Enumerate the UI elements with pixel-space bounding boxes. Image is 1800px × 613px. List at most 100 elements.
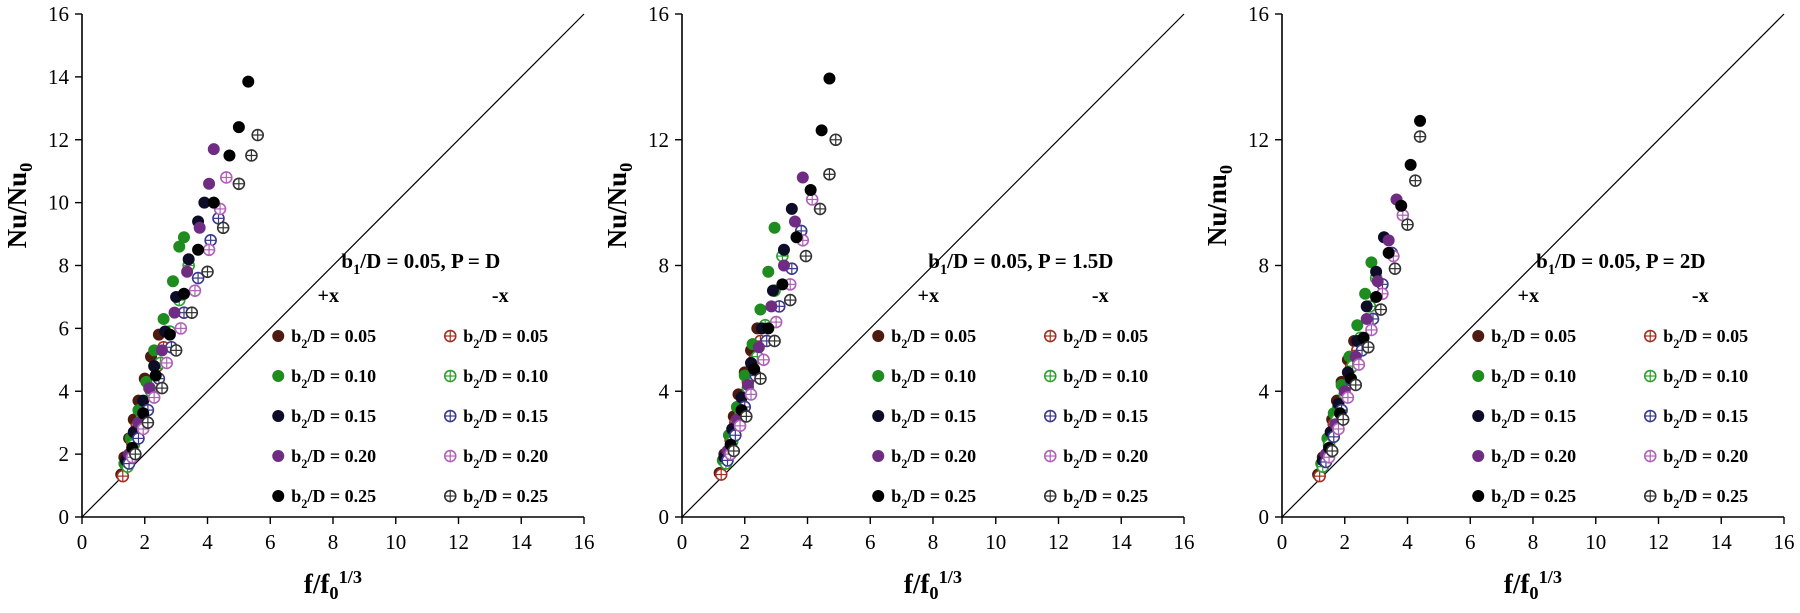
filled-marker xyxy=(192,243,205,256)
open-cross-marker xyxy=(1043,489,1057,503)
open-cross-marker xyxy=(443,409,457,423)
filled-marker xyxy=(157,312,170,325)
open-cross-marker xyxy=(1043,329,1057,343)
y-tick-label: 6 xyxy=(59,316,70,340)
x-tick-label: 16 xyxy=(1774,530,1795,554)
filled-marker xyxy=(752,341,765,354)
legend-label: b2​/D = 0.15 xyxy=(463,406,548,431)
open-cross-marker xyxy=(785,262,799,275)
filled-marker xyxy=(766,284,779,297)
filled-marker xyxy=(1370,290,1383,303)
y-tick-label: 8 xyxy=(59,254,70,278)
open-cross-marker xyxy=(185,306,199,319)
legend-label: b2​/D = 0.15 xyxy=(1663,406,1748,431)
open-cross-marker xyxy=(754,372,767,385)
filled-marker xyxy=(156,344,169,357)
legend-label: b2​/D = 0.25 xyxy=(891,486,976,511)
open-cross-marker xyxy=(169,344,183,357)
filled-marker xyxy=(232,121,245,134)
x-tick-label: 8 xyxy=(1528,530,1539,554)
open-cross-marker xyxy=(733,419,747,433)
filled-marker xyxy=(203,177,216,190)
filled-marker xyxy=(754,303,767,316)
open-cross-marker xyxy=(1336,413,1350,426)
y-tick-label: 4 xyxy=(59,379,70,403)
filled-marker xyxy=(181,265,194,278)
legend-label: b2​/D = 0.25 xyxy=(1063,486,1148,511)
y-tick-label: 12 xyxy=(48,128,69,152)
diagonal-reference-line xyxy=(681,13,1185,518)
x-axis-label: f/f0​1/3​ xyxy=(304,567,362,603)
filled-marker xyxy=(1351,319,1364,332)
filled-marker xyxy=(762,265,775,278)
x-tick-label: 12 xyxy=(1648,530,1669,554)
series--x-20.20 xyxy=(125,171,233,464)
chart-panel-2: 0 2 4 6 8 10 12 14 16 0 4 8 12 16 f/f0​1/3​ Nu/Nu0​ b1​/… xyxy=(600,0,1200,613)
filled-marker xyxy=(1472,330,1485,343)
series--x-20.25 xyxy=(129,128,265,461)
filled-marker xyxy=(149,369,162,382)
y-tick-label: 16 xyxy=(648,2,669,26)
x-tick-label: 6 xyxy=(865,530,876,554)
filled-marker xyxy=(1472,450,1485,463)
open-cross-marker xyxy=(443,489,457,503)
data-series xyxy=(115,75,265,483)
legend-column-minus-x: -x xyxy=(492,285,509,307)
filled-marker xyxy=(272,330,285,343)
open-cross-marker xyxy=(1365,323,1378,337)
x-tick-label: 0 xyxy=(1277,530,1288,554)
filled-marker xyxy=(1360,312,1373,325)
x-tick-label: 2 xyxy=(740,530,751,554)
filled-marker xyxy=(177,287,190,300)
tick-marks: 0 2 4 6 8 10 12 14 16 0 4 8 12 16 xyxy=(1248,2,1795,554)
x-tick-label: 2 xyxy=(1340,530,1351,554)
open-cross-marker xyxy=(201,265,214,279)
open-cross-marker xyxy=(155,381,169,395)
open-cross-marker xyxy=(1352,358,1366,371)
y-axis-label: Nu/nu0​ xyxy=(1202,165,1236,246)
legend-label: b2​/D = 0.10 xyxy=(463,366,548,391)
open-cross-marker xyxy=(141,416,155,429)
y-tick-label: 2 xyxy=(59,442,70,466)
scatter-plot-svg-1: 0 2 4 6 8 10 12 14 16 0 2 4 6 8 10 12 14 16 f/f0​1/3​ Nu/Nu… xyxy=(2,2,595,603)
y-tick-label: 14 xyxy=(48,65,70,89)
legend-label: b2​/D = 0.15 xyxy=(291,406,376,431)
legend-label: b2​/D = 0.10 xyxy=(1063,366,1148,391)
legend-label: b2​/D = 0.05 xyxy=(463,326,548,351)
open-cross-marker xyxy=(783,293,797,307)
scatter-plot-svg-2: 0 2 4 6 8 10 12 14 16 0 4 8 12 16 f/f0​1/3​ Nu/Nu0​ b1​/… xyxy=(602,2,1195,603)
filled-marker xyxy=(765,300,778,313)
filled-marker xyxy=(796,171,809,184)
filled-marker xyxy=(748,363,761,376)
x-tick-label: 14 xyxy=(1111,530,1133,554)
legend-label: b2​/D = 0.25 xyxy=(1491,486,1576,511)
tick-marks: 0 2 4 6 8 10 12 14 16 0 2 4 6 8 10 12 14 16 xyxy=(48,2,595,554)
open-cross-marker xyxy=(160,356,174,370)
x-tick-label: 12 xyxy=(448,530,469,554)
legend-label: b2​/D = 0.20 xyxy=(1063,446,1148,471)
filled-marker xyxy=(872,490,885,503)
legend-column-minus-x: -x xyxy=(1692,285,1709,307)
filled-marker xyxy=(272,370,285,383)
open-cross-marker xyxy=(744,388,758,401)
open-cross-marker xyxy=(714,468,728,481)
legend-title: b1​/D = 0.05, P = 1.5D xyxy=(928,249,1113,278)
open-cross-marker xyxy=(727,444,741,458)
open-cross-marker xyxy=(1361,340,1375,354)
open-cross-marker xyxy=(799,249,813,263)
y-axis-label: Nu/Nu0​ xyxy=(602,163,636,249)
legend-label: b2​/D = 0.05 xyxy=(291,326,376,351)
filled-marker xyxy=(177,231,190,244)
open-cross-marker xyxy=(245,149,258,162)
filled-marker xyxy=(804,184,817,197)
open-cross-marker xyxy=(202,243,216,257)
legend-label: b2​/D = 0.20 xyxy=(1663,446,1748,471)
legend: b1​/D = 0.05, P = 1.5D +x -x b2​/D = 0.05 b2… xyxy=(872,249,1148,511)
filled-marker xyxy=(823,72,836,85)
open-cross-marker xyxy=(1325,444,1339,458)
open-cross-marker xyxy=(216,221,230,235)
x-axis-label: f/f0​1/3​ xyxy=(904,567,962,603)
x-tick-label: 8 xyxy=(928,530,939,554)
open-cross-marker xyxy=(1409,174,1422,187)
